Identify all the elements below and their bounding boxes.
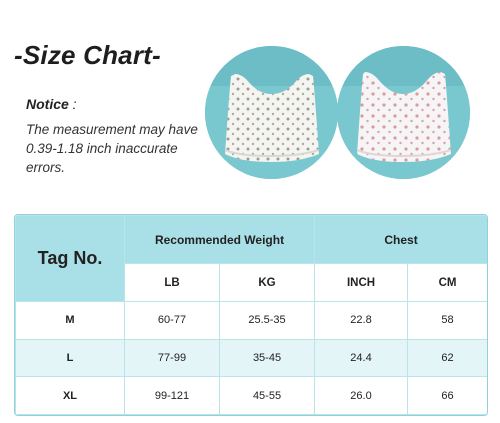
cm-header: CM — [407, 263, 487, 302]
inch-cell: 22.8 — [314, 301, 409, 340]
recommended-weight-header: Recommended Weight — [123, 215, 316, 264]
lb-cell: 99-121 — [124, 376, 220, 415]
tag-cell: XL — [15, 376, 125, 415]
lb-cell: 60-77 — [124, 301, 220, 340]
product-photo-2 — [337, 46, 470, 179]
tag-cell: M — [15, 301, 125, 340]
inch-cell: 24.4 — [314, 338, 409, 378]
chest-header: Chest — [314, 215, 487, 264]
size-chart-title: -Size Chart- — [14, 40, 161, 70]
inch-header: INCH — [314, 263, 409, 302]
table-row: XL 99-121 45-55 26.0 66 — [15, 376, 487, 415]
cm-cell: 66 — [407, 376, 487, 415]
cm-cell: 58 — [407, 301, 487, 340]
lb-cell: 77-99 — [124, 338, 220, 378]
notice-block: Notice : The measurement may have 0.39-1… — [26, 96, 211, 177]
tag-cell: L — [15, 338, 125, 378]
tag-no-header: Tag No. — [15, 215, 125, 302]
table-row: M 60-77 25.5-35 22.8 58 — [15, 301, 487, 340]
cm-cell: 62 — [407, 338, 487, 378]
inch-cell: 26.0 — [314, 376, 409, 415]
kg-cell: 45-55 — [218, 376, 316, 415]
lb-header: LB — [124, 263, 220, 302]
notice-colon: : — [68, 96, 77, 112]
size-table: Tag No. Recommended Weight Chest LB KG I… — [14, 214, 488, 416]
kg-cell: 35-45 — [218, 338, 316, 378]
notice-label: Notice — [26, 96, 69, 112]
notice-text: The measurement may have 0.39-1.18 inch … — [26, 122, 198, 175]
product-photo-1 — [205, 46, 338, 179]
kg-cell: 25.5-35 — [218, 301, 316, 340]
kg-header: KG — [218, 263, 316, 302]
table-row: L 77-99 35-45 24.4 62 — [15, 338, 487, 378]
